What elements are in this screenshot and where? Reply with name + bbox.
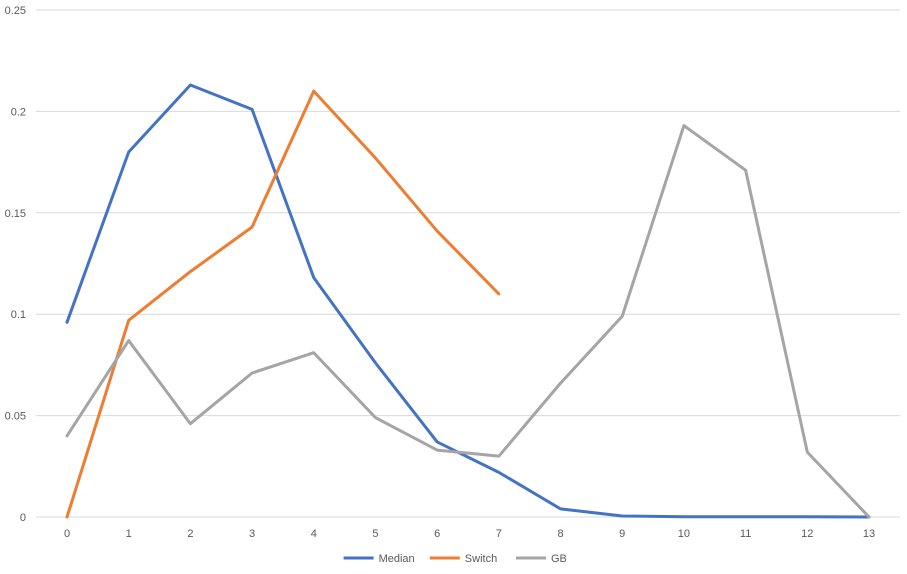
series-line-switch xyxy=(65,89,501,519)
y-tick-label: 0.05 xyxy=(5,411,26,423)
x-tick-label: 6 xyxy=(434,528,440,540)
x-tick-label: 0 xyxy=(64,528,70,540)
series-line-gb xyxy=(65,124,871,519)
x-tick-label: 8 xyxy=(557,528,563,540)
x-tick-label: 11 xyxy=(740,528,751,540)
legend-label: Switch xyxy=(465,553,497,565)
legend-item-switch: Switch xyxy=(429,553,497,565)
y-tick-label: 0.15 xyxy=(5,208,26,220)
x-tick-label: 3 xyxy=(249,528,255,540)
x-axis: 0 1 2 3 4 5 6 7 8 9 10 11 12 13 xyxy=(64,528,875,540)
legend-label: GB xyxy=(551,553,567,565)
legend-label: Median xyxy=(379,553,415,565)
x-tick-label: 10 xyxy=(678,528,690,540)
series-line-median xyxy=(65,83,871,519)
y-tick-label: 0.25 xyxy=(5,5,26,17)
series-lines xyxy=(65,83,871,519)
y-tick-label: 0.2 xyxy=(11,106,26,118)
legend-item-gb: GB xyxy=(516,553,567,565)
legend: Median Switch GB xyxy=(343,553,567,565)
legend-item-median: Median xyxy=(343,553,415,565)
x-tick-label: 1 xyxy=(126,528,132,540)
y-axis: 0 0.05 0.1 0.15 0.2 0.25 xyxy=(5,5,26,524)
x-tick-label: 4 xyxy=(311,528,317,540)
x-tick-label: 12 xyxy=(801,528,813,540)
y-tick-label: 0.1 xyxy=(11,309,26,321)
y-tick-label: 0 xyxy=(20,512,26,524)
x-tick-label: 13 xyxy=(863,528,875,540)
x-tick-label: 9 xyxy=(619,528,625,540)
x-tick-label: 5 xyxy=(372,528,378,540)
x-tick-label: 7 xyxy=(496,528,502,540)
x-tick-label: 2 xyxy=(187,528,193,540)
